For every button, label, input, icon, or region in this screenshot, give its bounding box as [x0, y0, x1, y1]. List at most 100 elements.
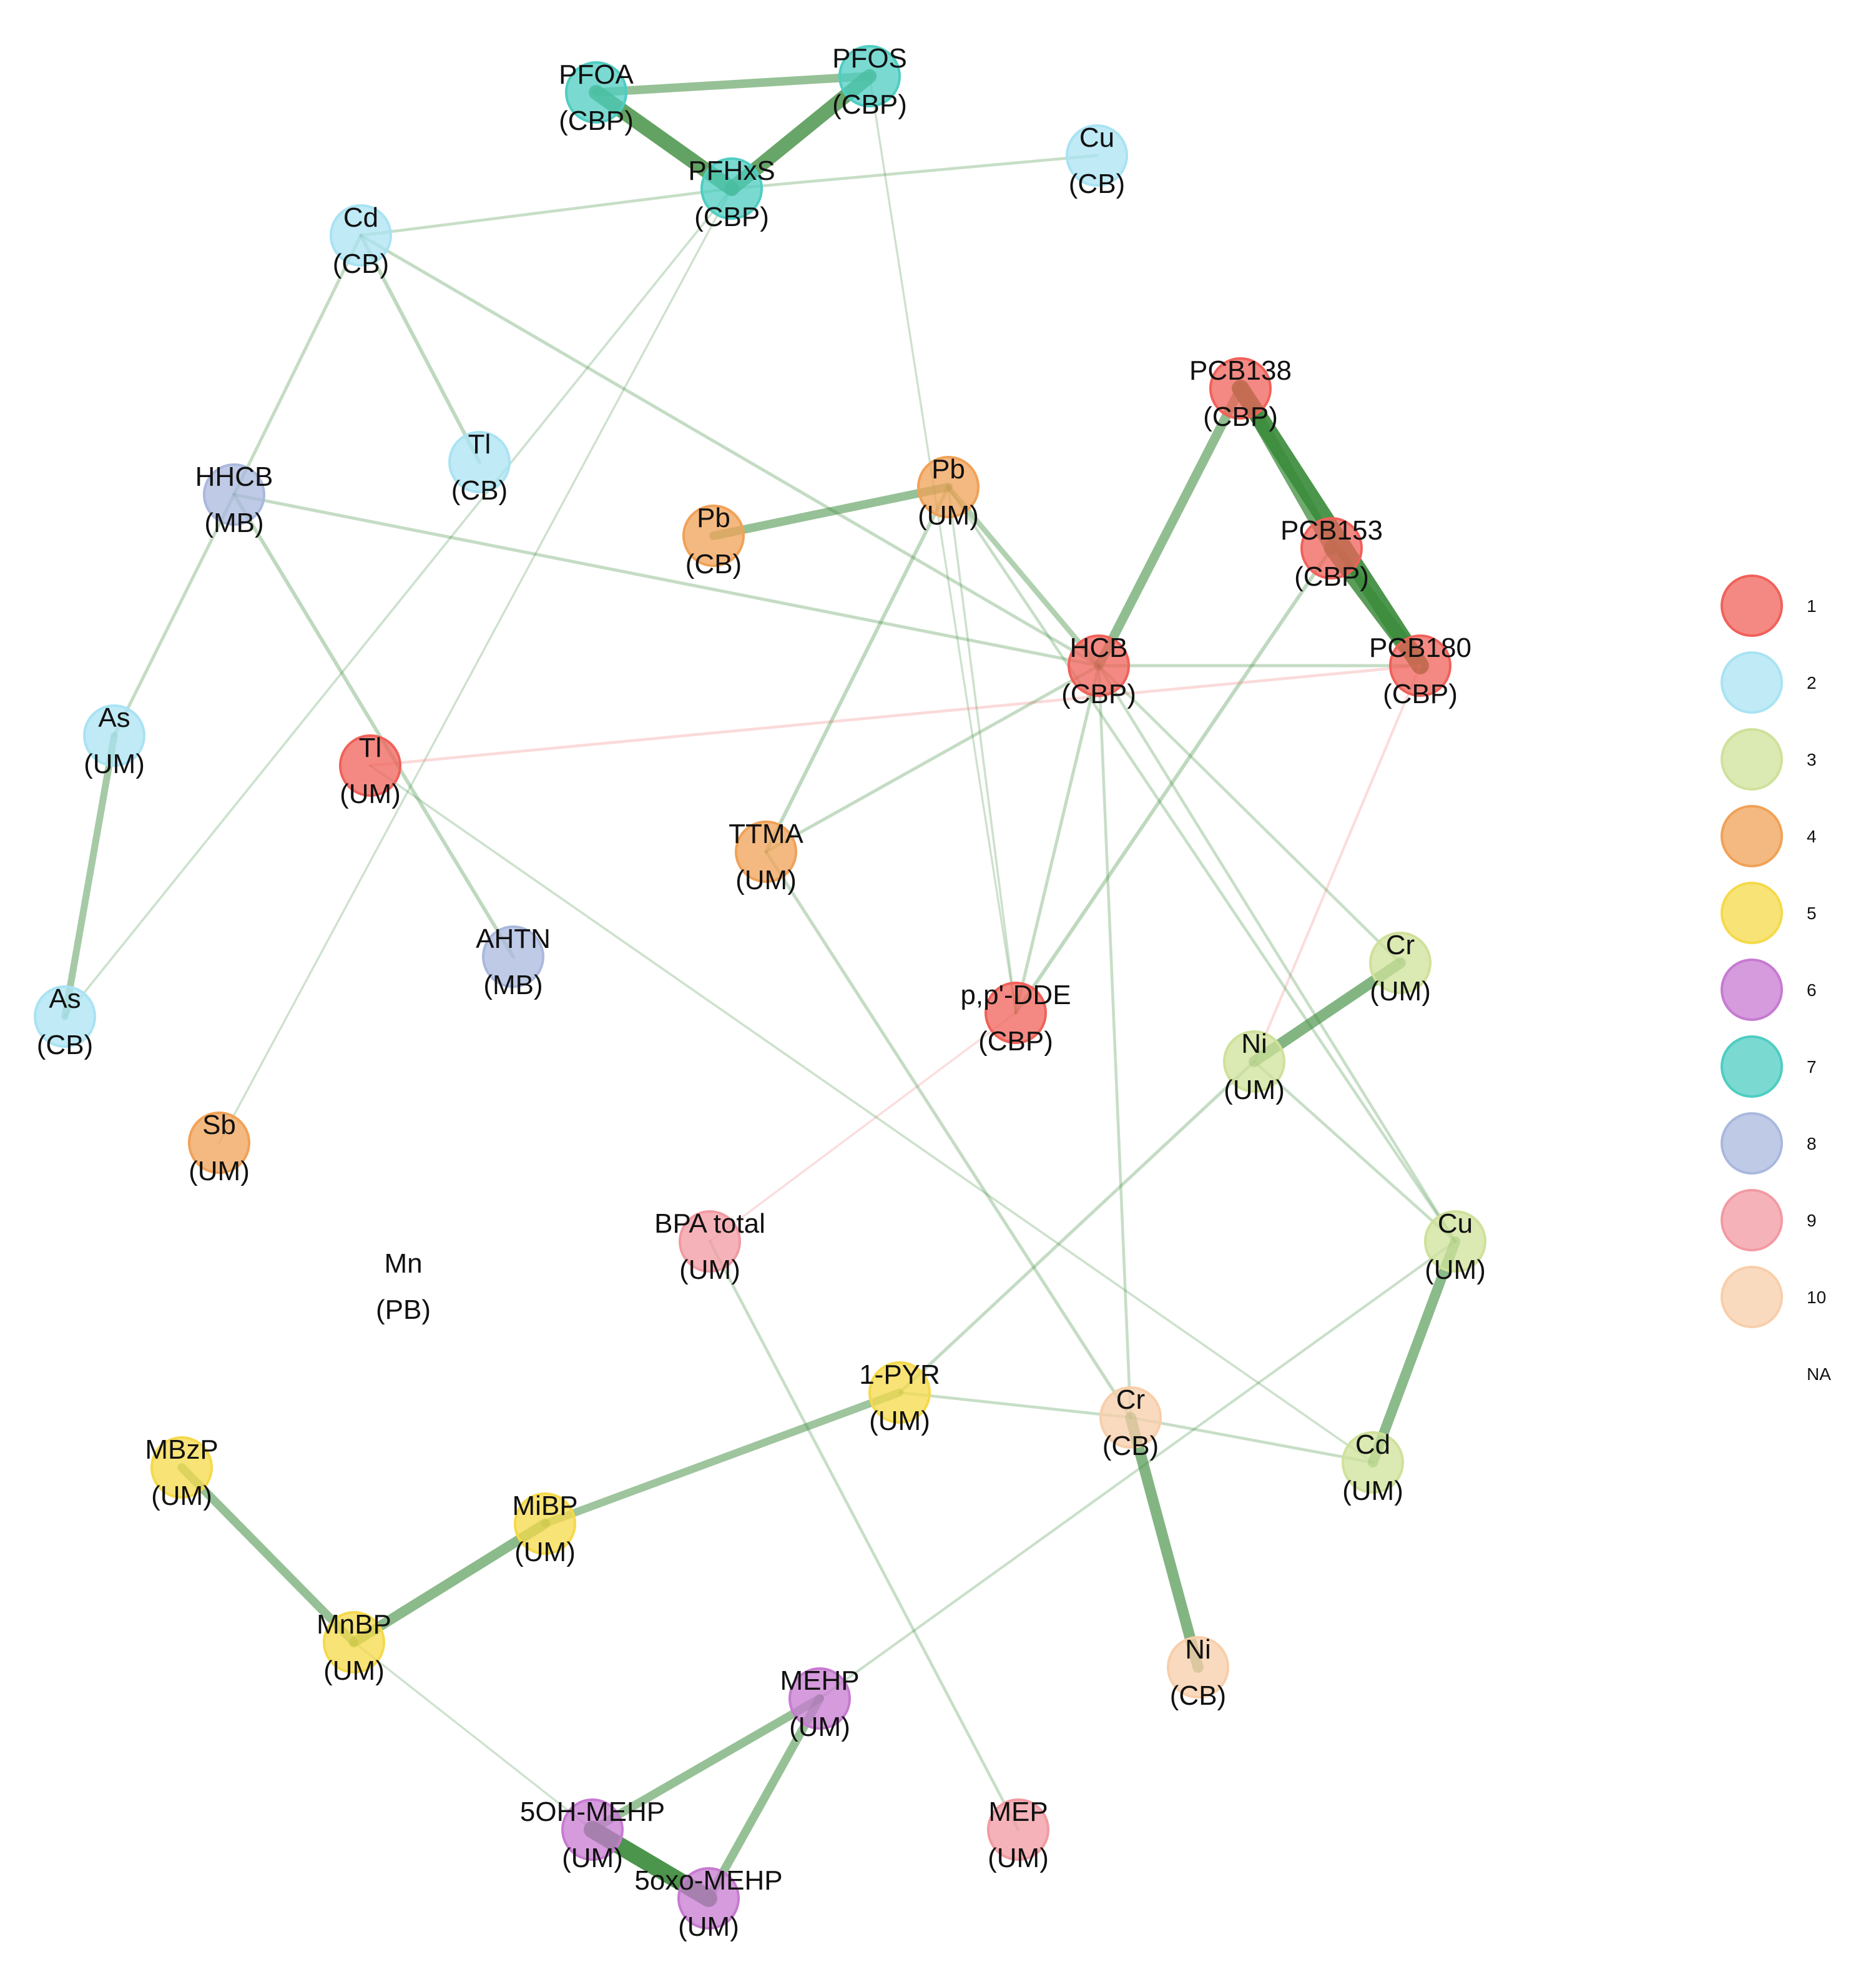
node-sb_um[interactable]: Sb (UM)	[188, 1110, 250, 1186]
node-circle	[987, 1798, 1049, 1861]
legend-swatch	[1721, 959, 1783, 1021]
node-cu_um[interactable]: Cu (UM)	[1424, 1208, 1486, 1285]
node-matrix-label: (UM)	[151, 1481, 212, 1511]
node-circle	[1342, 1431, 1404, 1494]
node-tl_cb[interactable]: Tl (CB)	[448, 429, 511, 506]
node-cr_um[interactable]: Cr (UM)	[1369, 930, 1432, 1007]
edge-cu_um-mehp_um	[818, 1240, 1457, 1700]
node-matrix-label: (CB)	[451, 475, 508, 506]
edge-pfhxs_cbp-sb_um	[218, 187, 733, 1144]
edge-cd_cb-hcb_cbp	[359, 234, 1101, 668]
node-circle	[868, 1361, 931, 1424]
node-matrix-label: (CB)	[1170, 1680, 1226, 1711]
node-circle	[482, 925, 544, 988]
node-ppdde_cbp[interactable]: p,p'-DDE (CBP)	[960, 980, 1071, 1057]
node-cd_um[interactable]: Cd (UM)	[1342, 1429, 1404, 1506]
edge-tl_um-pcb180_cbp	[368, 664, 1422, 767]
node-name-label: TTMA	[729, 819, 803, 849]
node-name-label: p,p'-DDE	[960, 980, 1071, 1010]
node-mep_um[interactable]: MEP (UM)	[987, 1797, 1049, 1873]
node-pfoa_cbp[interactable]: PFOA (CBP)	[559, 59, 634, 136]
node-name-label: AHTN	[476, 924, 551, 954]
edge-pyr_um-cr_cb	[898, 1391, 1132, 1419]
node-pcb138_cbp[interactable]: PCB138 (CBP)	[1189, 355, 1292, 432]
node-oxo_mehp_um[interactable]: 5oxo-MEHP (UM)	[634, 1865, 782, 1942]
node-pcb180_cbp[interactable]: PCB180 (CBP)	[1369, 633, 1471, 709]
node-matrix-label: (UM)	[678, 1911, 739, 1942]
legend-item-10: 10	[1721, 1266, 1826, 1328]
node-name-label: MiBP	[512, 1491, 577, 1521]
node-name-label: MEP	[988, 1797, 1048, 1827]
node-mibp_um[interactable]: MiBP (UM)	[512, 1491, 577, 1567]
node-circle	[985, 982, 1047, 1044]
edge-hhcb_mb-hcb_cbp	[232, 493, 1101, 668]
legend-item-6: 6	[1721, 959, 1817, 1021]
node-circle	[323, 1611, 385, 1674]
node-matrix-label: (UM)	[789, 1712, 850, 1742]
node-name-label: Pb	[931, 454, 965, 485]
node-pb_cb[interactable]: Pb (CB)	[682, 503, 745, 579]
node-circle	[565, 61, 627, 124]
legend-label: 2	[1807, 673, 1817, 693]
node-name-label: Sb	[202, 1110, 236, 1140]
node-pyr_um[interactable]: 1-PYR (UM)	[859, 1359, 940, 1436]
node-matrix-label: (CBP)	[694, 202, 769, 232]
edge-hcb_cbp-cr_cb	[1097, 664, 1132, 1419]
node-as_um[interactable]: As (UM)	[83, 703, 145, 779]
edge-hcb_cbp-ppdde_cbp	[1014, 664, 1101, 1015]
node-cu_cb[interactable]: Cu (CB)	[1066, 122, 1128, 199]
node-matrix-label: (CBP)	[1294, 561, 1369, 592]
edge-mibp_um-mnbp_um	[348, 1518, 551, 1648]
edge-pb_um-cu_um	[946, 485, 1457, 1243]
node-circle	[330, 204, 392, 267]
legend-item-5: 5	[1721, 882, 1817, 944]
edge-pcb138_cbp-hcb_cbp	[1094, 383, 1245, 671]
legend-item-8: 8	[1721, 1112, 1817, 1175]
node-circle	[34, 985, 96, 1048]
legend-item-7: 7	[1721, 1035, 1817, 1098]
node-circle	[1223, 1030, 1285, 1093]
node-cr_cb[interactable]: Cr (CB)	[1099, 1384, 1162, 1461]
node-bpa_um[interactable]: BPA total (UM)	[654, 1208, 765, 1285]
node-pb_um[interactable]: Pb (UM)	[917, 454, 980, 531]
node-tl_um[interactable]: Tl (UM)	[339, 732, 401, 809]
node-circle	[788, 1667, 851, 1730]
node-matrix-label: (CB)	[333, 249, 389, 279]
node-mnbp_um[interactable]: MnBP (UM)	[317, 1609, 391, 1686]
edge-cr_cb-ni_cb	[1125, 1412, 1204, 1673]
node-name-label: MBzP	[145, 1434, 218, 1465]
node-ni_cb[interactable]: Ni (CB)	[1167, 1634, 1229, 1711]
node-ahtn_mb[interactable]: AHTN (MB)	[476, 924, 551, 1000]
node-pfhxs_cbp[interactable]: PFHxS (CBP)	[688, 155, 775, 232]
legend-label: 4	[1807, 827, 1817, 846]
edge-pcb180_cbp-ni_um	[1252, 664, 1422, 1063]
node-circle	[1389, 634, 1451, 697]
edge-ttma_um-cr_cb	[764, 850, 1132, 1419]
edge-pyr_um-mibp_um	[541, 1388, 904, 1528]
node-matrix-label: (UM)	[323, 1655, 385, 1686]
node-name-label: PFHxS	[688, 155, 775, 186]
edge-mnbp_um-oh_mehp_um	[353, 1641, 594, 1831]
node-cd_cb[interactable]: Cd (CB)	[330, 202, 392, 279]
node-pcb153_cbp[interactable]: PCB153 (CBP)	[1280, 515, 1383, 592]
node-name-label: Tl	[468, 429, 491, 460]
node-matrix-label: (CB)	[37, 1030, 93, 1060]
node-mn_pb[interactable]: Mn (PB)	[376, 1248, 431, 1325]
node-as_cb[interactable]: As (CB)	[34, 984, 96, 1060]
node-mehp_um[interactable]: MEHP (UM)	[780, 1665, 859, 1742]
node-hcb_cbp[interactable]: HCB (CBP)	[1061, 633, 1136, 709]
node-circle	[448, 431, 511, 493]
node-ni_um[interactable]: Ni (UM)	[1223, 1028, 1285, 1105]
edge-hhcb_mb-as_um	[112, 493, 236, 737]
node-pfos_cbp[interactable]: PFOS (CBP)	[832, 43, 907, 120]
node-hhcb_mb[interactable]: HHCB (MB)	[195, 461, 273, 538]
node-oh_mehp_um[interactable]: 5OH-MEHP (UM)	[520, 1797, 665, 1873]
node-ttma_um[interactable]: TTMA (UM)	[729, 819, 803, 895]
node-mbzp_um[interactable]: MBzP (UM)	[145, 1434, 218, 1511]
edge-cr_cb-cd_um	[1129, 1416, 1375, 1464]
edge-pb_um-ppdde_cbp	[947, 486, 1017, 1014]
node-circle	[1369, 932, 1432, 994]
node-name-label: Pb	[697, 503, 730, 533]
legend-swatch	[1721, 1266, 1783, 1328]
edge-cu_um-cd_um	[1367, 1236, 1461, 1468]
